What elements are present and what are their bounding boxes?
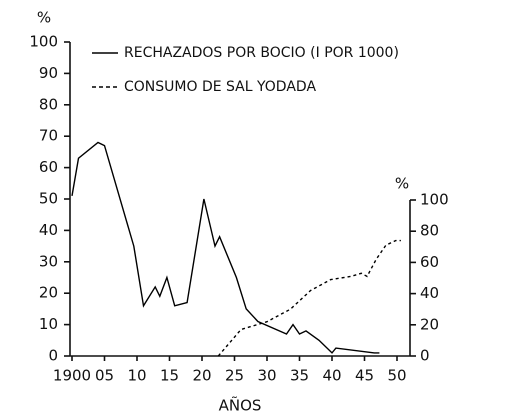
y-tick-label: 40 (39, 221, 58, 239)
x-tick-label: 1900 (53, 367, 91, 385)
x-tick-label: 30 (257, 367, 276, 385)
y-tick-label: 50 (39, 190, 58, 208)
series-line (217, 239, 401, 357)
y2-axis-label: % (395, 175, 409, 193)
legend-label: RECHAZADOS POR BOCIO (I POR 1000) (124, 45, 399, 61)
legend-label: CONSUMO DE SAL YODADA (124, 79, 316, 95)
y2-tick-label: 20 (420, 315, 439, 333)
y2-tick-label: 40 (420, 284, 439, 302)
y-axis-label: % (37, 9, 51, 27)
y-tick-label: 90 (39, 64, 58, 82)
y-tick-label: 80 (39, 95, 58, 113)
x-tick-label: 10 (127, 367, 146, 385)
y2-tick-label: 100 (420, 191, 449, 209)
x-tick-label: 15 (160, 367, 179, 385)
y-tick-label: 10 (39, 315, 58, 333)
y2-tick-label: 80 (420, 222, 439, 240)
y-tick-label: 30 (39, 252, 58, 270)
x-tick-label: 25 (225, 367, 244, 385)
y2-tick-label: 60 (420, 253, 439, 271)
y-tick-label: 70 (39, 127, 58, 145)
x-tick-label: 40 (322, 367, 341, 385)
y-tick-label: 100 (29, 33, 58, 51)
x-tick-label: 20 (192, 367, 211, 385)
y2-tick-label: 0 (420, 347, 430, 365)
x-tick-label: 35 (290, 367, 309, 385)
y-tick-label: 60 (39, 158, 58, 176)
series-line (71, 141, 380, 354)
x-tick-label: 45 (355, 367, 374, 385)
x-axis-label: AÑOS (219, 396, 262, 415)
y-tick-label: 20 (39, 284, 58, 302)
x-tick-label: 05 (95, 367, 114, 385)
y-tick-label: 0 (48, 347, 58, 365)
x-tick-label: 50 (387, 367, 406, 385)
